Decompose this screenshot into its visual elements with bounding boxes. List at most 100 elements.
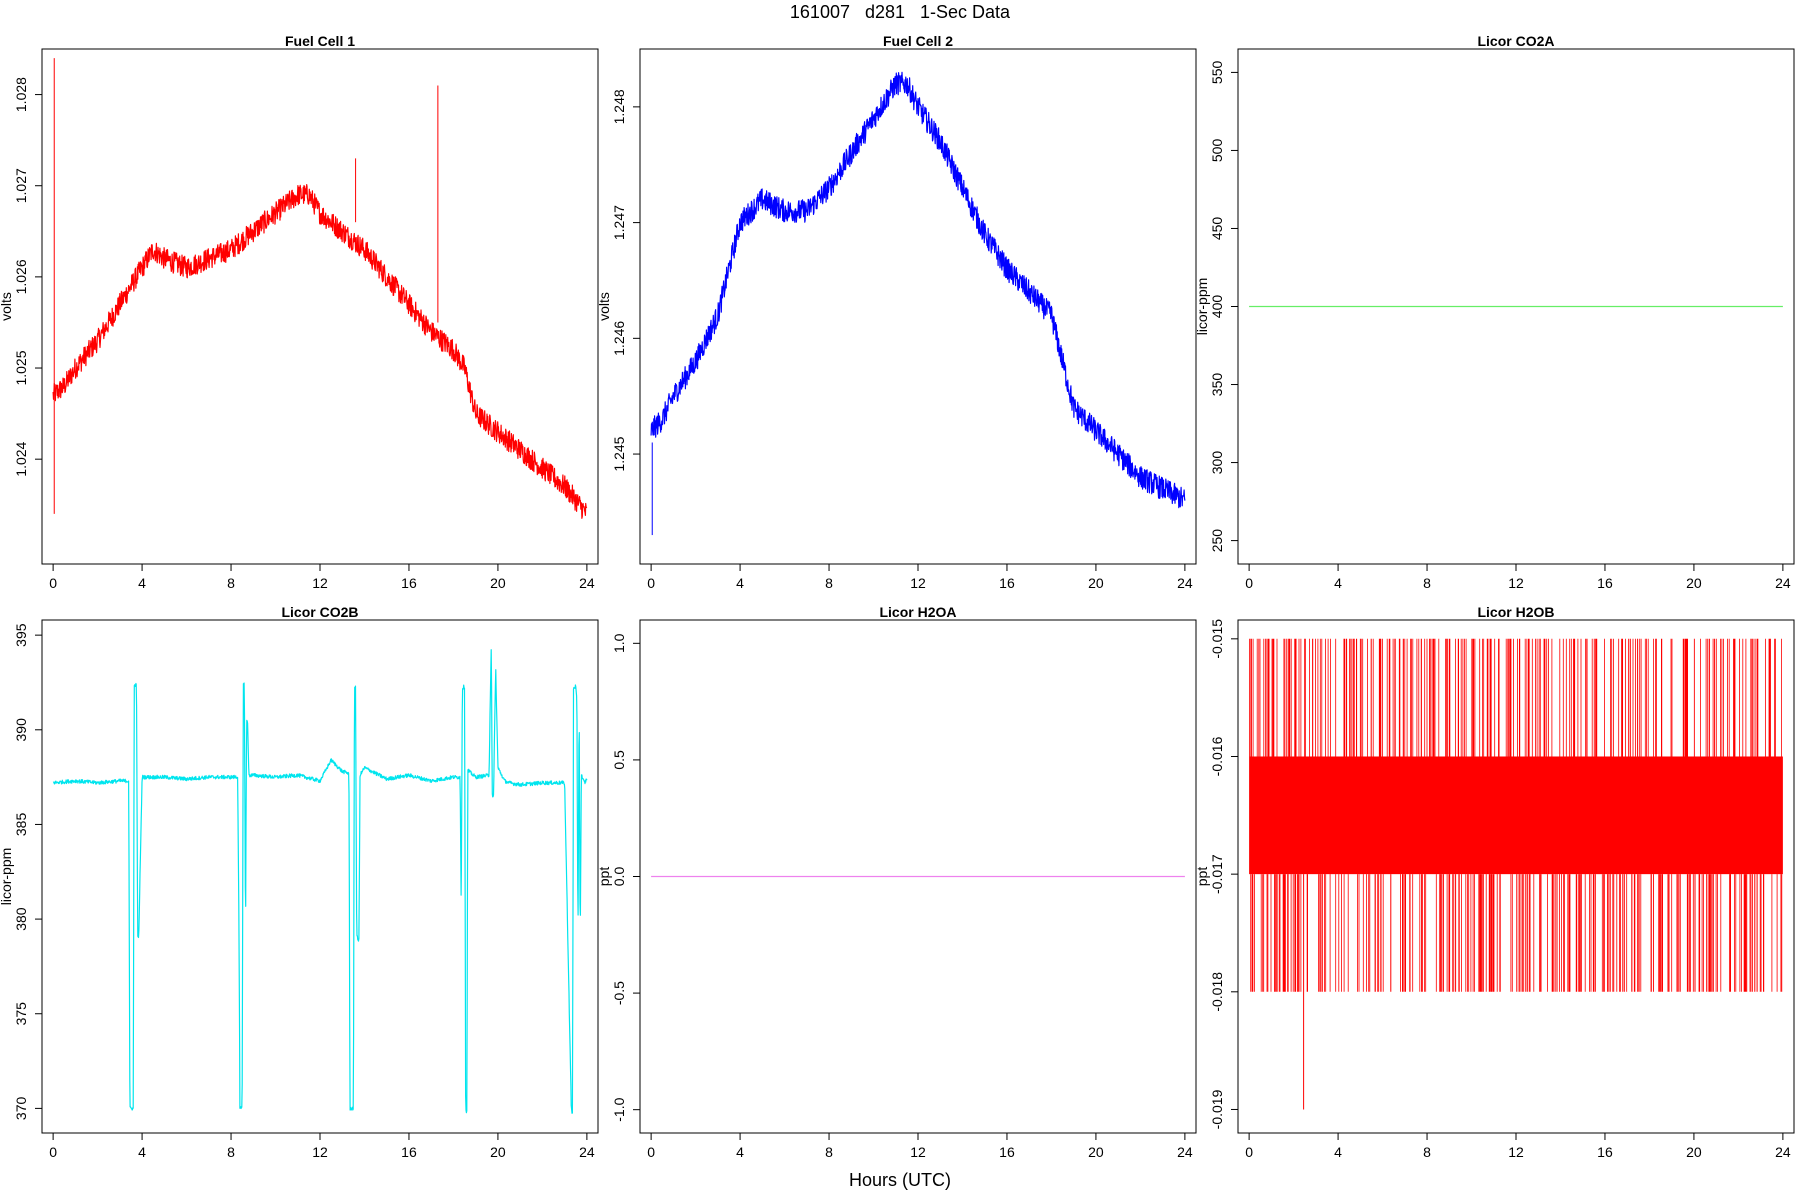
x-tick-label: 12	[312, 575, 328, 591]
chart-panel-6: 0 4 8 12 16 20 24 -0.019 -0.018 -0.017 -0.016 -0.01…	[1194, 604, 1795, 1160]
y-tick-label: -0.5	[611, 981, 627, 1005]
x-tick-label: 4	[1334, 1144, 1342, 1160]
x-tick-label: 16	[999, 1144, 1015, 1160]
y-axis-label: ppt	[596, 867, 612, 887]
data-series-line	[650, 71, 1186, 509]
y-tick-label: 250	[1209, 529, 1225, 553]
plot-area	[52, 58, 588, 519]
data-series-line	[52, 649, 588, 1114]
chart-panel-4: 0 4 8 12 16 20 24 370 375 380 385 390 395 Licor CO2B l…	[0, 604, 599, 1160]
x-tick-label: 16	[1597, 1144, 1613, 1160]
y-axis-label: ppt	[1194, 867, 1210, 887]
x-tick-label: 0	[647, 1144, 655, 1160]
panel-title: Licor CO2A	[1477, 33, 1554, 49]
panel-title: Licor H2OB	[1477, 604, 1554, 620]
x-tick-label: 0	[1245, 1144, 1253, 1160]
x-tick-label: 8	[1423, 1144, 1431, 1160]
x-tick-label: 8	[227, 1144, 235, 1160]
y-tick-label: 1.246	[611, 321, 627, 356]
y-tick-label: 300	[1209, 451, 1225, 475]
x-tick-label: 4	[138, 575, 146, 591]
x-tick-label: 4	[736, 575, 744, 591]
chart-panel-1: 0 4 8 12 16 20 24 1.024 1.025 1.026 1.027 1.028 Fuel…	[0, 33, 599, 591]
x-tick-label: 8	[825, 575, 833, 591]
x-tick-label: 12	[1508, 1144, 1524, 1160]
x-tick-label: 16	[999, 575, 1015, 591]
x-tick-label: 24	[1177, 575, 1193, 591]
x-tick-label: 4	[1334, 575, 1342, 591]
y-tick-label: 550	[1209, 61, 1225, 85]
x-tick-label: 20	[490, 575, 506, 591]
figure-title: 161007 d281 1-Sec Data	[789, 2, 1011, 22]
x-tick-label: 20	[490, 1144, 506, 1160]
y-axis-label: volts	[596, 292, 612, 321]
x-tick-label: 0	[647, 575, 655, 591]
x-tick-label: 24	[1775, 575, 1791, 591]
data-band	[1249, 756, 1783, 875]
x-tick-label: 4	[138, 1144, 146, 1160]
plot-frame	[41, 48, 599, 565]
x-tick-label: 20	[1686, 1144, 1702, 1160]
y-tick-label: -0.016	[1209, 736, 1225, 776]
y-tick-label: 1.025	[13, 350, 29, 385]
y-tick-label: 1.0	[611, 633, 627, 653]
x-tick-label: 16	[1597, 575, 1613, 591]
plot-area	[650, 71, 1186, 536]
panel-title: Fuel Cell 1	[285, 33, 355, 49]
y-tick-label: 385	[13, 813, 29, 837]
y-tick-label: -0.018	[1209, 972, 1225, 1012]
x-tick-label: 20	[1088, 575, 1104, 591]
x-tick-label: 4	[736, 1144, 744, 1160]
x-tick-label: 24	[1177, 1144, 1193, 1160]
y-tick-label: 370	[13, 1096, 29, 1120]
y-tick-label: 0.5	[611, 750, 627, 770]
y-tick-label: 1.248	[611, 89, 627, 124]
x-tick-label: 16	[401, 575, 417, 591]
y-tick-label: 1.247	[611, 205, 627, 240]
x-tick-label: 24	[579, 1144, 595, 1160]
y-tick-label: 390	[13, 718, 29, 742]
plot-frame	[639, 48, 1197, 565]
y-axis-label: licor-ppm	[1194, 278, 1210, 336]
x-tick-label: 0	[49, 575, 57, 591]
chart-panel-3: 0 4 8 12 16 20 24 250 300 350 400 450 500 550 Licor CO…	[1194, 33, 1795, 591]
plot-area	[52, 649, 588, 1114]
y-tick-label: -1.0	[611, 1097, 627, 1121]
y-axis-label: volts	[0, 292, 14, 321]
panel-title: Licor H2OA	[879, 604, 956, 620]
x-tick-label: 20	[1088, 1144, 1104, 1160]
y-axis-label: licor-ppm	[0, 848, 14, 906]
x-tick-label: 0	[49, 1144, 57, 1160]
x-tick-label: 8	[1423, 575, 1431, 591]
x-tick-label: 12	[312, 1144, 328, 1160]
y-tick-label: 380	[13, 907, 29, 931]
y-tick-label: 1.026	[13, 259, 29, 294]
panel-title: Licor CO2B	[281, 604, 358, 620]
x-tick-label: 24	[1775, 1144, 1791, 1160]
x-tick-label: 12	[910, 575, 926, 591]
x-tick-label: 8	[227, 575, 235, 591]
x-tick-label: 24	[579, 575, 595, 591]
x-tick-label: 20	[1686, 575, 1702, 591]
y-tick-label: 1.028	[13, 77, 29, 112]
y-tick-label: -0.015	[1209, 619, 1225, 659]
y-tick-label: 400	[1209, 295, 1225, 319]
figure-x-axis-label: Hours (UTC)	[849, 1170, 951, 1190]
y-tick-label: 500	[1209, 139, 1225, 163]
x-tick-label: 8	[825, 1144, 833, 1160]
y-tick-label: 1.027	[13, 168, 29, 203]
y-tick-label: 350	[1209, 373, 1225, 397]
x-tick-label: 12	[910, 1144, 926, 1160]
x-tick-label: 12	[1508, 575, 1524, 591]
x-tick-label: 0	[1245, 575, 1253, 591]
data-spikes	[1249, 638, 1783, 992]
y-tick-label: 1.024	[13, 441, 29, 476]
plot-frame	[41, 619, 599, 1134]
y-tick-label: 450	[1209, 217, 1225, 241]
data-series-line	[52, 184, 588, 519]
y-tick-label: -0.019	[1209, 1089, 1225, 1129]
x-tick-label: 16	[401, 1144, 417, 1160]
y-tick-label: 1.245	[611, 436, 627, 471]
y-tick-label: 0.0	[611, 867, 627, 887]
